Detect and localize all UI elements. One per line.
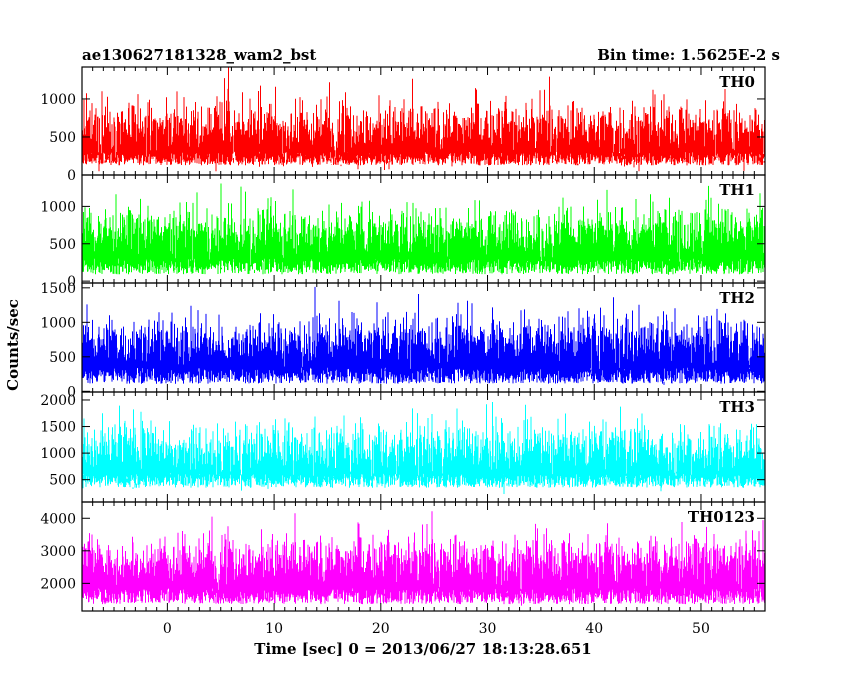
x-tick-label: 40 [585, 621, 603, 637]
y-tick-label: 0 [67, 168, 76, 184]
lightcurve-th2 [82, 286, 765, 385]
bin-time-label: Bin time: 1.5625E-2 s [597, 46, 780, 64]
y-axis-label: Counts/sec [4, 299, 22, 391]
y-tick-label: 2000 [40, 576, 76, 592]
x-tick-label: 20 [372, 621, 390, 637]
y-tick-label: 3000 [40, 544, 76, 560]
y-tick-label: 0 [67, 384, 76, 400]
panel-label-th0: TH0 [719, 73, 755, 91]
panel-label-th3: TH3 [719, 398, 755, 416]
y-tick-label: 2000 [40, 393, 76, 409]
x-tick-label: 50 [692, 621, 710, 637]
x-tick-label: 30 [479, 621, 497, 637]
y-tick-label: 0 [67, 274, 76, 290]
y-tick-label: 500 [49, 473, 76, 489]
y-tick-label: 1000 [40, 446, 76, 462]
panel-th0: 0 500 1000 TH0 [40, 66, 766, 184]
panel-th0123: 2000 3000 4000 TH0123 [40, 501, 766, 612]
lightcurve-th3 [82, 402, 765, 494]
x-tick-label: 10 [265, 621, 283, 637]
y-tick-label: 500 [49, 237, 76, 253]
y-tick-label: 1000 [40, 315, 76, 331]
panel-th2: 0 500 1000 1500 TH2 [40, 281, 766, 400]
panel-label-th0123: TH0123 [688, 508, 755, 526]
x-tick-label: 0 [163, 621, 172, 637]
lightcurve-th0 [82, 67, 765, 172]
y-tick-label: 1500 [40, 281, 76, 297]
panel-th1: 0 500 1000 TH1 [40, 174, 766, 290]
lightcurve-th0123 [82, 511, 765, 606]
y-tick-label: 1500 [40, 420, 76, 436]
chart-title: ae130627181328_wam2_bst [82, 46, 316, 64]
y-tick-label: 1000 [40, 92, 76, 108]
panels-group: 05001000TH005001000TH1050010001500TH2500… [40, 66, 766, 637]
x-axis-label: Time [sec] 0 = 2013/06/27 18:13:28.651 [254, 640, 591, 658]
lightcurve-th1 [82, 183, 765, 275]
panel-label-th2: TH2 [719, 289, 755, 307]
y-tick-label: 500 [49, 130, 76, 146]
y-tick-label: 1000 [40, 199, 76, 215]
panel-th3: 500 1000 1500 2000 TH3 [40, 391, 766, 503]
panel-label-th1: TH1 [719, 181, 755, 199]
y-tick-label: 500 [49, 350, 76, 366]
y-tick-label: 4000 [40, 511, 76, 527]
